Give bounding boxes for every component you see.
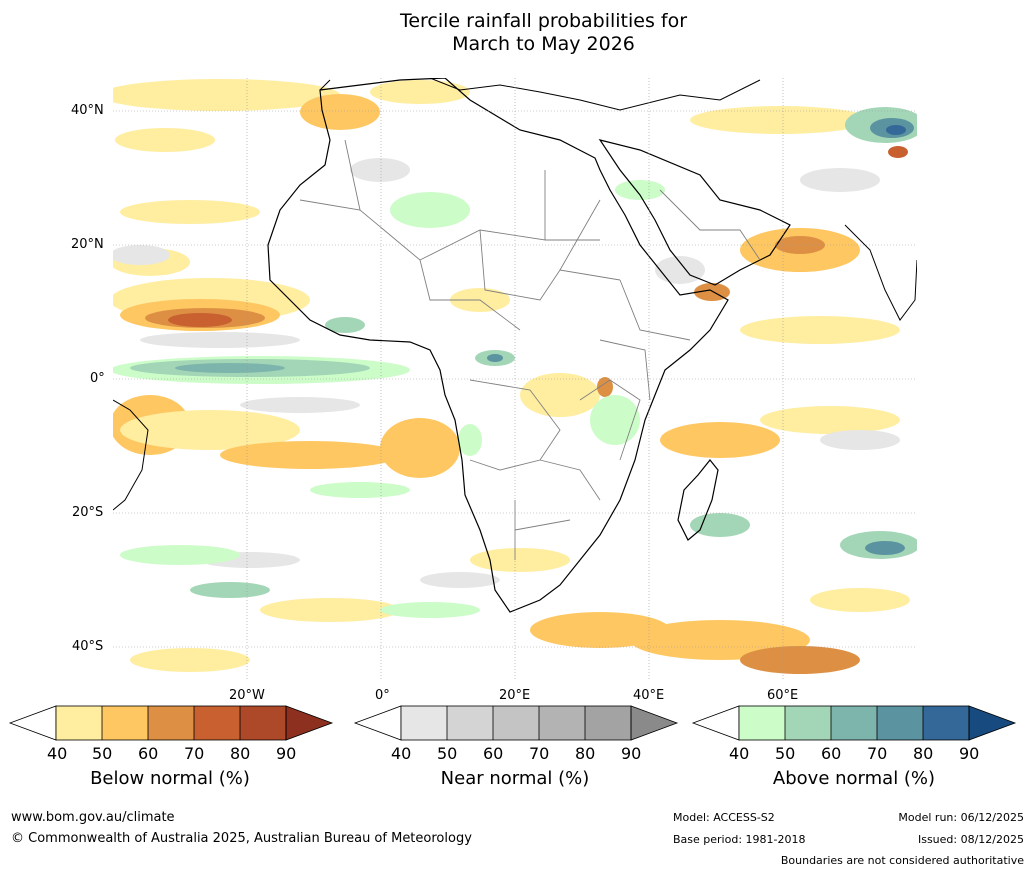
footer-issued: Issued: 08/12/2025 bbox=[917, 833, 1024, 846]
cb-below-tick-90: 90 bbox=[276, 744, 297, 763]
title-line-2: March to May 2026 bbox=[452, 33, 635, 55]
cb-above-max-arrow bbox=[968, 705, 1017, 741]
colorbar-near bbox=[353, 705, 679, 741]
cb-below-swatch-2 bbox=[102, 706, 148, 740]
near-normal-patches bbox=[113, 158, 900, 588]
lon-label-0: 0° bbox=[375, 688, 390, 703]
lon-label-20e: 20°E bbox=[499, 688, 531, 703]
footer-disclaimer: Boundaries are not considered authoritat… bbox=[780, 854, 1024, 867]
footer-website: www.bom.gov.au/climate bbox=[11, 810, 175, 825]
cb-below-tick-80: 80 bbox=[230, 744, 251, 763]
cb-near-min-arrow bbox=[353, 705, 402, 741]
cb-near-tick-90: 90 bbox=[621, 744, 642, 763]
colorbar-above bbox=[691, 705, 1017, 741]
cb-near-swatch-2 bbox=[447, 706, 493, 740]
cb-above-tick-70: 70 bbox=[867, 744, 888, 763]
cb-below-tick-40: 40 bbox=[47, 744, 68, 763]
lon-label-20w: 20°W bbox=[229, 688, 265, 703]
lon-label-60e: 60°E bbox=[767, 688, 799, 703]
footer-model-run: Model run: 06/12/2025 bbox=[898, 811, 1024, 824]
footer-model: Model: ACCESS-S2 bbox=[673, 811, 775, 824]
cb-below-swatch-3 bbox=[148, 706, 194, 740]
title-line-1: Tercile rainfall probabilities for bbox=[399, 10, 688, 32]
colorbar-below bbox=[8, 705, 334, 741]
cb-near-tick-70: 70 bbox=[529, 744, 550, 763]
above-normal-patches bbox=[113, 107, 917, 618]
cb-near-max-arrow bbox=[630, 705, 679, 741]
cb-above-min-arrow bbox=[691, 705, 740, 741]
cb-near-swatch-3 bbox=[493, 706, 539, 740]
cb-above-swatch-5 bbox=[923, 706, 969, 740]
cb-above-swatch-3 bbox=[831, 706, 877, 740]
cb-near-tick-40: 40 bbox=[391, 744, 412, 763]
cb-above-swatch-2 bbox=[785, 706, 831, 740]
cb-near-tick-50: 50 bbox=[437, 744, 458, 763]
cb-below-tick-60: 60 bbox=[138, 744, 159, 763]
lat-label-0: 0° bbox=[90, 371, 105, 386]
cb-above-tick-50: 50 bbox=[775, 744, 796, 763]
cb-near-swatch-5 bbox=[585, 706, 631, 740]
cb-below-title: Below normal (%) bbox=[90, 768, 250, 789]
madagascar-coastline bbox=[677, 459, 719, 541]
cb-near-tick-60: 60 bbox=[483, 744, 504, 763]
cb-below-swatch-5 bbox=[240, 706, 286, 740]
cb-near-tick-80: 80 bbox=[575, 744, 596, 763]
cb-above-tick-80: 80 bbox=[913, 744, 934, 763]
footer-copyright: © Commonwealth of Australia 2025, Austra… bbox=[11, 831, 472, 846]
footer-base-period: Base period: 1981-2018 bbox=[673, 833, 806, 846]
lat-label-40n: 40°N bbox=[71, 103, 104, 118]
cb-near-swatch-4 bbox=[539, 706, 585, 740]
cb-below-tick-50: 50 bbox=[92, 744, 113, 763]
europe-coastline bbox=[319, 78, 761, 111]
chart-title: Tercile rainfall probabilities for March… bbox=[0, 10, 1035, 56]
cb-below-tick-70: 70 bbox=[184, 744, 205, 763]
below-normal-patches bbox=[113, 79, 910, 674]
cb-above-title: Above normal (%) bbox=[772, 768, 936, 789]
cb-below-swatch-1 bbox=[56, 706, 102, 740]
cb-below-min-arrow bbox=[8, 705, 57, 741]
cb-above-tick-40: 40 bbox=[729, 744, 750, 763]
arabia-coastline bbox=[598, 139, 791, 286]
cb-near-swatch-1 bbox=[401, 706, 447, 740]
india-coastline bbox=[844, 224, 917, 321]
map-panel bbox=[113, 78, 917, 680]
cb-below-swatch-4 bbox=[194, 706, 240, 740]
africa-coastline bbox=[267, 78, 729, 613]
cb-below-max-arrow bbox=[285, 705, 334, 741]
cb-above-swatch-4 bbox=[877, 706, 923, 740]
cb-above-tick-60: 60 bbox=[821, 744, 842, 763]
graticule bbox=[113, 78, 917, 680]
cb-near-title: Near normal (%) bbox=[440, 768, 590, 789]
south-america-coastline bbox=[113, 399, 149, 511]
lat-label-40s: 40°S bbox=[72, 639, 104, 654]
lat-label-20n: 20°N bbox=[71, 237, 104, 252]
cb-above-tick-90: 90 bbox=[959, 744, 980, 763]
cb-above-swatch-1 bbox=[739, 706, 785, 740]
lon-label-40e: 40°E bbox=[633, 688, 665, 703]
lat-label-20s: 20°S bbox=[72, 505, 104, 520]
